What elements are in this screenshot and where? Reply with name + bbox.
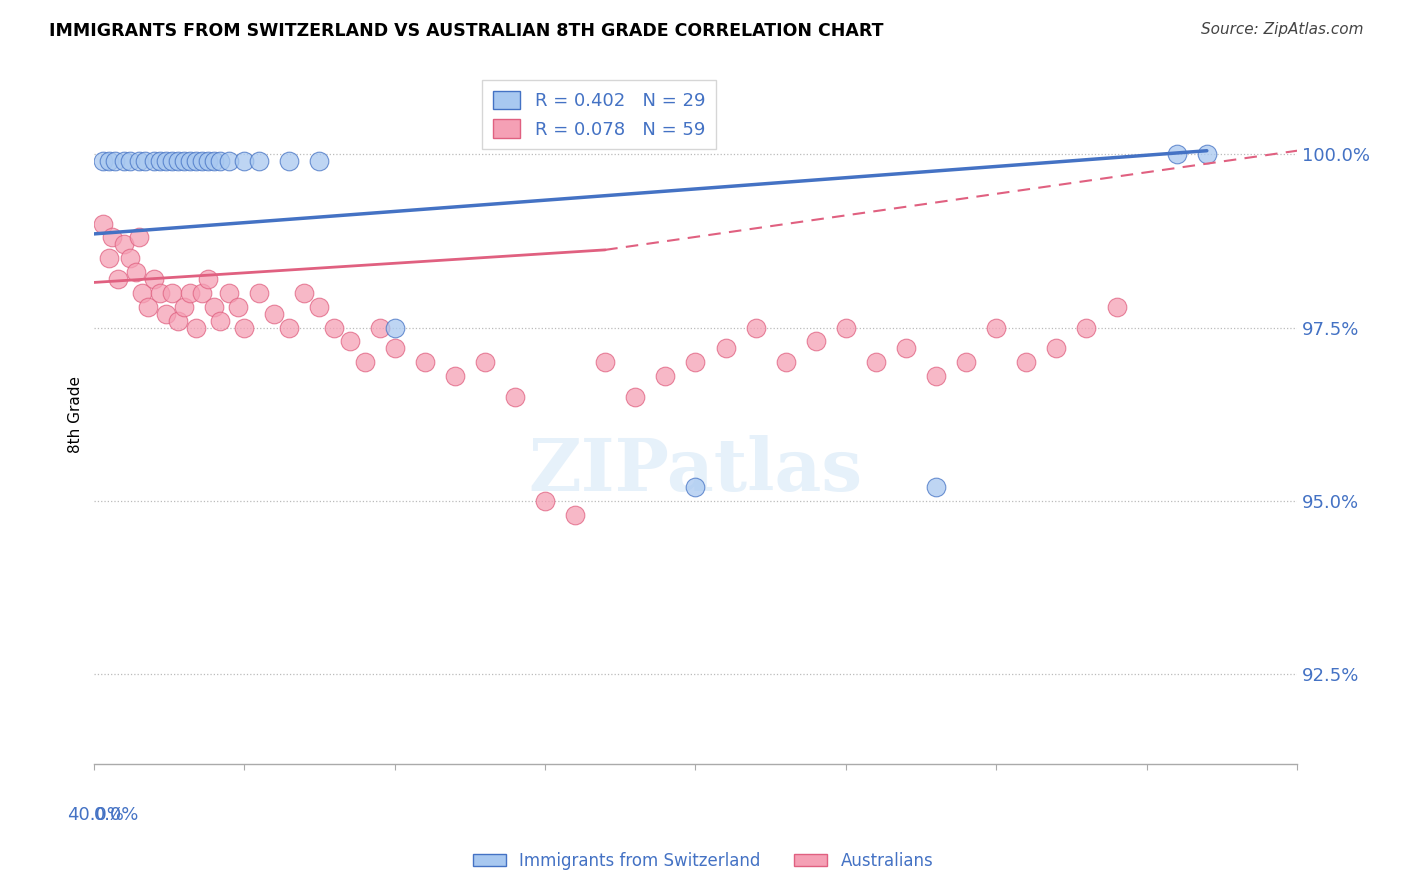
Point xyxy=(308,300,330,314)
Point xyxy=(804,334,827,349)
Point xyxy=(685,480,707,494)
Point xyxy=(986,320,1008,334)
Point xyxy=(184,154,207,169)
Point xyxy=(160,285,183,300)
Point xyxy=(143,154,166,169)
Point xyxy=(91,217,114,231)
Text: Source: ZipAtlas.com: Source: ZipAtlas.com xyxy=(1201,22,1364,37)
Point xyxy=(1045,341,1067,355)
Point xyxy=(118,154,141,169)
Point xyxy=(218,285,240,300)
Point xyxy=(233,154,256,169)
Point xyxy=(278,154,301,169)
Point xyxy=(197,272,219,286)
Point xyxy=(413,355,436,369)
Point xyxy=(474,355,496,369)
Point xyxy=(118,251,141,265)
Point xyxy=(218,154,240,169)
Point xyxy=(173,154,195,169)
Point xyxy=(209,154,232,169)
Point xyxy=(167,154,190,169)
Point xyxy=(173,300,195,314)
Point xyxy=(1195,147,1218,161)
Point xyxy=(191,154,214,169)
Point xyxy=(155,307,177,321)
Point xyxy=(593,355,616,369)
Point xyxy=(835,320,858,334)
Point xyxy=(294,285,316,300)
Point xyxy=(654,369,676,384)
Point xyxy=(104,154,127,169)
Point xyxy=(202,300,225,314)
Point xyxy=(534,493,557,508)
Point xyxy=(624,390,647,404)
Point xyxy=(143,272,166,286)
Point xyxy=(128,230,150,244)
Point xyxy=(353,355,375,369)
Point xyxy=(775,355,797,369)
Point xyxy=(107,272,129,286)
Legend: Immigrants from Switzerland, Australians: Immigrants from Switzerland, Australians xyxy=(465,846,941,877)
Point xyxy=(149,285,172,300)
Point xyxy=(149,154,172,169)
Point xyxy=(503,390,526,404)
Point xyxy=(384,320,406,334)
Point xyxy=(226,300,249,314)
Point xyxy=(368,320,391,334)
Point xyxy=(167,313,190,327)
Point xyxy=(209,313,232,327)
Text: IMMIGRANTS FROM SWITZERLAND VS AUSTRALIAN 8TH GRADE CORRELATION CHART: IMMIGRANTS FROM SWITZERLAND VS AUSTRALIA… xyxy=(49,22,884,40)
Point xyxy=(384,341,406,355)
Point xyxy=(128,154,150,169)
Point xyxy=(184,320,207,334)
Point xyxy=(1105,300,1128,314)
Point xyxy=(714,341,737,355)
Point xyxy=(247,154,270,169)
Point xyxy=(101,230,124,244)
Point xyxy=(443,369,465,384)
Point xyxy=(744,320,766,334)
Point xyxy=(131,285,153,300)
Point xyxy=(233,320,256,334)
Point xyxy=(564,508,586,522)
Point xyxy=(955,355,977,369)
Point xyxy=(925,480,948,494)
Point xyxy=(278,320,301,334)
Y-axis label: 8th Grade: 8th Grade xyxy=(67,376,83,452)
Point xyxy=(191,285,214,300)
Point xyxy=(1076,320,1098,334)
Point xyxy=(179,154,201,169)
Point xyxy=(925,369,948,384)
Point xyxy=(136,300,159,314)
Text: 40.0%: 40.0% xyxy=(67,806,124,824)
Text: ZIPatlas: ZIPatlas xyxy=(529,434,862,506)
Legend: R = 0.402   N = 29, R = 0.078   N = 59: R = 0.402 N = 29, R = 0.078 N = 59 xyxy=(482,80,716,150)
Point xyxy=(308,154,330,169)
Point xyxy=(339,334,361,349)
Point xyxy=(179,285,201,300)
Point xyxy=(125,265,148,279)
Point xyxy=(160,154,183,169)
Text: 0.0%: 0.0% xyxy=(94,806,139,824)
Point xyxy=(202,154,225,169)
Point xyxy=(134,154,156,169)
Point xyxy=(1015,355,1038,369)
Point xyxy=(155,154,177,169)
Point xyxy=(894,341,917,355)
Point xyxy=(112,154,135,169)
Point xyxy=(323,320,346,334)
Point xyxy=(112,237,135,252)
Point xyxy=(1166,147,1188,161)
Point xyxy=(97,154,120,169)
Point xyxy=(197,154,219,169)
Point xyxy=(247,285,270,300)
Point xyxy=(263,307,285,321)
Point xyxy=(91,154,114,169)
Point xyxy=(97,251,120,265)
Point xyxy=(685,355,707,369)
Point xyxy=(865,355,887,369)
